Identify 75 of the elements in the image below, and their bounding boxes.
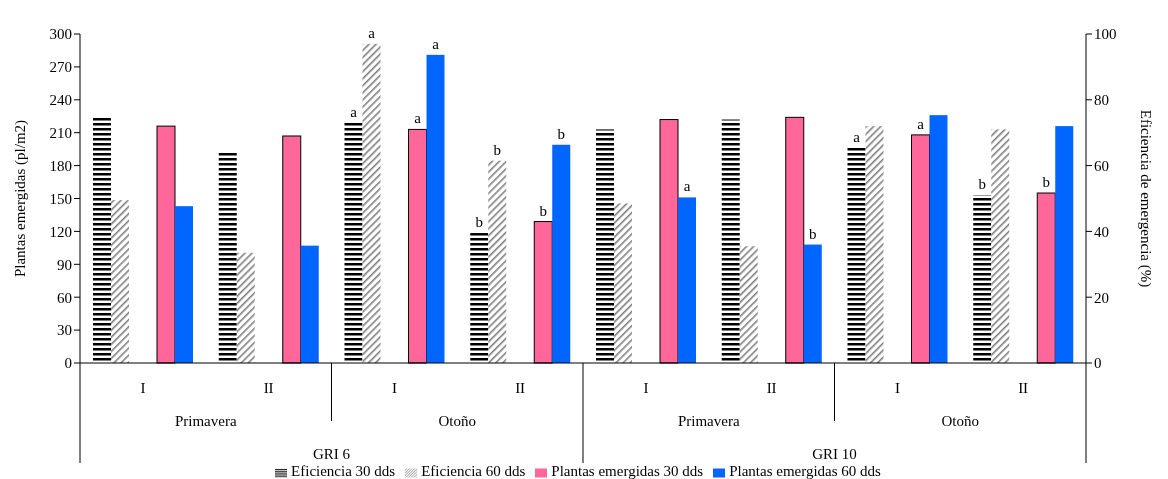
bar — [739, 246, 758, 363]
bar — [426, 54, 445, 363]
text: Primavera — [174, 413, 237, 429]
legend-label: Plantas emergidas 30 dds — [551, 463, 704, 479]
y2-axis-title: Eficiencia de emergencia (%) — [1136, 109, 1154, 288]
data-label: b — [493, 141, 501, 158]
x-tick-label: II — [263, 380, 274, 396]
legend-label: Eficiencia 30 dds — [291, 463, 396, 479]
y-tick-label: 210 — [49, 125, 72, 142]
bar — [678, 197, 696, 363]
legend-label: Eficiencia 60 dds — [421, 463, 526, 479]
data-label: b — [475, 214, 483, 231]
x-tick-label: I — [894, 380, 900, 396]
text: Otoño — [941, 413, 979, 429]
x-tick-label: II — [515, 380, 526, 396]
text: GRI 6 — [312, 446, 351, 462]
x-tick-label: I — [643, 380, 649, 396]
data-label: a — [917, 115, 925, 132]
legend-label: Plantas emergidas 60 dds — [729, 463, 881, 479]
y-tick-label: 0 — [64, 355, 72, 372]
y-tick-label: 90 — [57, 256, 72, 273]
y2-tick-label: 0 — [1094, 355, 1102, 372]
bar — [300, 245, 319, 363]
data-label: a — [432, 35, 440, 52]
bar — [236, 252, 255, 363]
bar — [93, 117, 111, 363]
y-axis-title: Plantas emergidas (pl/m2) — [12, 119, 30, 278]
bar — [552, 144, 571, 363]
x-tick-label: I — [140, 380, 146, 396]
bar — [721, 119, 740, 363]
y-tick-label: 30 — [57, 322, 72, 339]
bar — [175, 206, 193, 363]
bar — [362, 43, 381, 363]
data-label: a — [368, 24, 376, 41]
bar — [847, 147, 866, 363]
data-label: b — [809, 225, 817, 242]
data-label: a — [853, 128, 861, 145]
y-tick-label: 120 — [49, 223, 72, 240]
y2-tick-label: 20 — [1094, 289, 1109, 306]
data-label: b — [557, 125, 565, 142]
bar — [1055, 126, 1074, 363]
x-tick-label: II — [766, 380, 777, 396]
y-tick-label: 60 — [57, 289, 72, 306]
y2-tick-label: 40 — [1094, 223, 1109, 240]
y-tick-label: 240 — [49, 92, 72, 109]
bar — [614, 203, 632, 363]
bar — [991, 129, 1010, 363]
data-label: b — [978, 176, 986, 193]
bar — [803, 244, 822, 363]
y-tick-label: 270 — [49, 59, 72, 76]
bar — [344, 122, 363, 363]
data-label: a — [414, 110, 422, 127]
bar — [470, 233, 489, 363]
x-tick-label: I — [391, 380, 397, 396]
text: Otoño — [438, 413, 476, 429]
y-tick-label: 180 — [49, 157, 72, 174]
data-label: b — [539, 202, 547, 219]
y-tick-label: 300 — [49, 26, 72, 43]
bar — [111, 200, 129, 363]
data-label: b — [1042, 174, 1050, 191]
bar — [596, 129, 614, 363]
bar — [865, 126, 884, 363]
y-tick-label: 150 — [49, 190, 72, 207]
text: GRI 10 — [812, 446, 857, 462]
x-tick-label: II — [1018, 380, 1029, 396]
text: Primavera — [677, 413, 740, 429]
y2-tick-label: 60 — [1094, 157, 1109, 174]
y2-tick-label: 80 — [1094, 92, 1109, 109]
bar — [488, 160, 507, 363]
data-label: a — [350, 103, 358, 120]
data-label: a — [683, 178, 691, 195]
y2-tick-label: 100 — [1094, 26, 1117, 43]
bar — [218, 152, 237, 363]
bar — [973, 195, 992, 363]
bar — [929, 115, 948, 363]
